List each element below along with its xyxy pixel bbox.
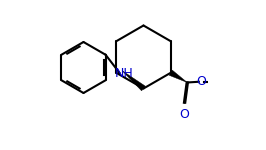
Text: NH: NH — [114, 67, 133, 80]
Polygon shape — [122, 71, 146, 91]
Polygon shape — [169, 70, 187, 82]
Text: O: O — [197, 75, 206, 88]
Text: O: O — [180, 108, 189, 121]
